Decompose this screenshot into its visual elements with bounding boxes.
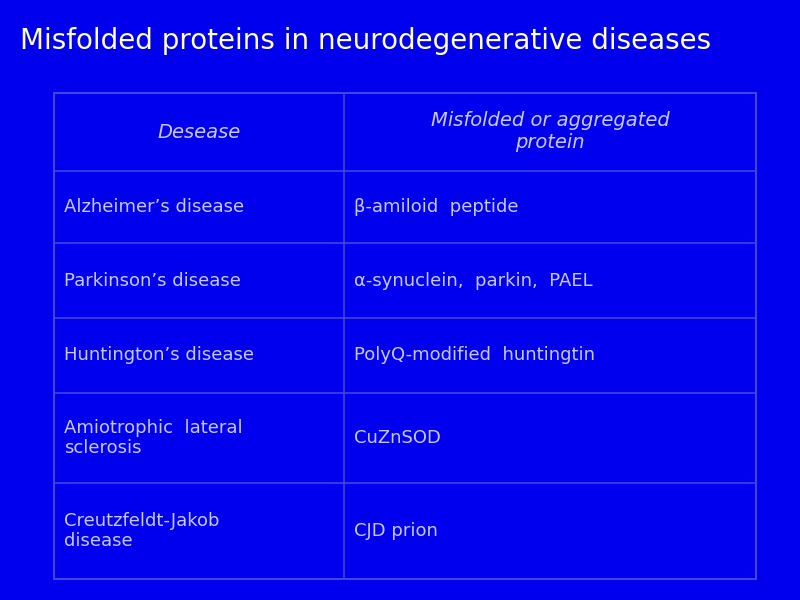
Text: Creutzfeldt-Jakob
disease: Creutzfeldt-Jakob disease: [64, 512, 219, 550]
Text: Amiotrophic  lateral
sclerosis: Amiotrophic lateral sclerosis: [64, 419, 242, 457]
Text: Misfolded or aggregated
protein: Misfolded or aggregated protein: [430, 112, 670, 152]
Text: Alzheimer’s disease: Alzheimer’s disease: [64, 198, 244, 216]
Text: PolyQ-modified  huntingtin: PolyQ-modified huntingtin: [354, 347, 594, 365]
Text: Parkinson’s disease: Parkinson’s disease: [64, 271, 241, 289]
Text: β-amiloid  peptide: β-amiloid peptide: [354, 198, 518, 216]
Text: CJD prion: CJD prion: [354, 522, 438, 540]
Bar: [54, 93, 756, 579]
Text: CuZnSOD: CuZnSOD: [354, 429, 441, 447]
Text: Misfolded proteins in neurodegenerative diseases: Misfolded proteins in neurodegenerative …: [20, 27, 711, 55]
Text: α-synuclein,  parkin,  PAEL: α-synuclein, parkin, PAEL: [354, 271, 592, 289]
Text: Huntington’s disease: Huntington’s disease: [64, 347, 254, 365]
Text: Desease: Desease: [158, 122, 241, 142]
